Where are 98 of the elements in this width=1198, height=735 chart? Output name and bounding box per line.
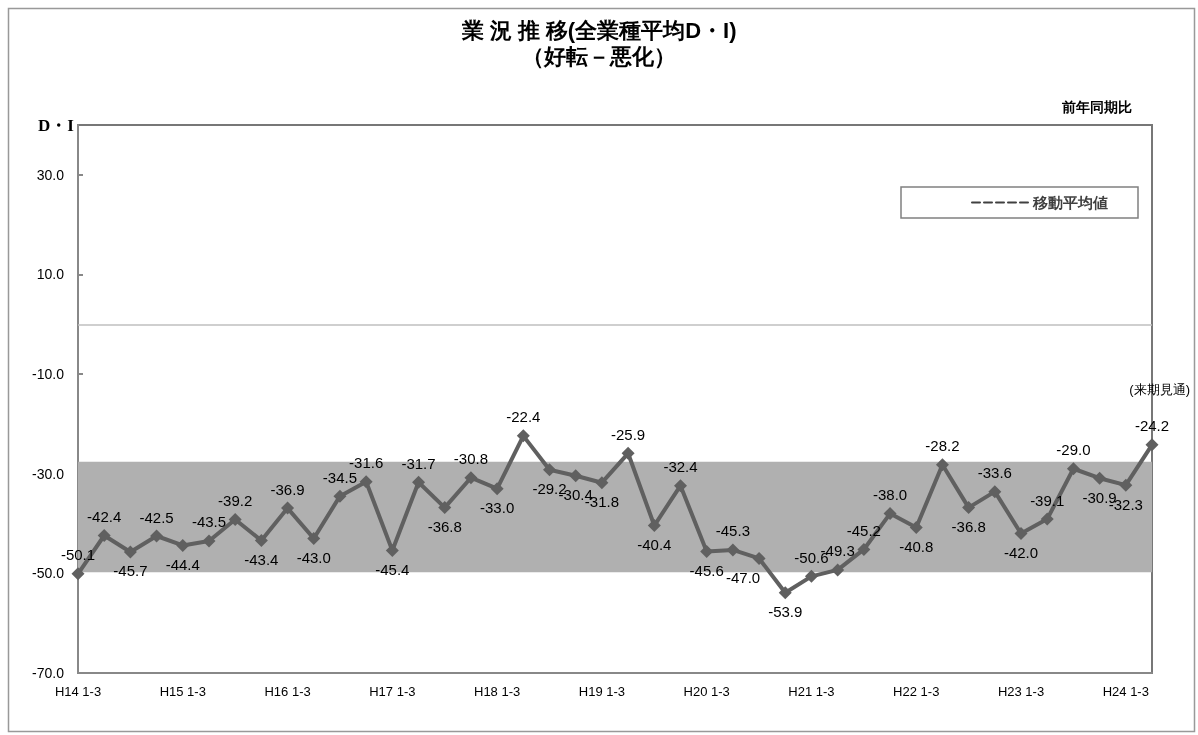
point <box>857 542 871 556</box>
y-axis-title: D・I <box>38 116 75 135</box>
point <box>490 482 504 496</box>
data-label: -31.7 <box>401 454 436 472</box>
point <box>909 521 923 535</box>
data-label: -40.8 <box>899 538 934 556</box>
point <box>883 507 897 521</box>
x-tick-label: H22 1-3 <box>893 684 940 699</box>
point <box>228 513 242 527</box>
point <box>1040 512 1054 526</box>
point <box>150 529 164 543</box>
point <box>307 531 321 545</box>
data-label: -24.2 <box>1134 417 1170 435</box>
data-label: -45.2 <box>846 521 881 539</box>
x-tick-label: H15 1-3 <box>159 684 206 699</box>
point <box>97 529 111 542</box>
point <box>176 538 190 552</box>
point <box>438 501 452 515</box>
y-tick-label: -10.0 <box>32 366 65 383</box>
data-label: -38.0 <box>872 486 908 504</box>
point <box>254 533 268 547</box>
legend-label: 移動平均値 <box>1032 194 1108 211</box>
data-label: -39.1 <box>1030 491 1065 509</box>
point <box>359 475 373 489</box>
x-tick-label: H24 1-3 <box>1102 684 1149 699</box>
y-tick-label: -50.0 <box>32 565 65 582</box>
point <box>202 534 216 548</box>
x-tick-label: H23 1-3 <box>997 684 1045 699</box>
point <box>1014 527 1028 541</box>
point <box>988 485 1002 499</box>
point <box>1066 462 1080 476</box>
data-label: -25.9 <box>611 425 646 443</box>
data-label: -45.7 <box>113 562 148 580</box>
data-label: -45.4 <box>375 560 410 578</box>
point <box>412 475 426 489</box>
data-label: -42.4 <box>87 508 122 525</box>
data-label: -42.5 <box>139 508 174 526</box>
x-tick-label: H18 1-3 <box>474 684 521 699</box>
point <box>1145 438 1159 452</box>
point <box>778 586 792 600</box>
point <box>831 563 845 577</box>
y-tick-label: -70.0 <box>32 665 65 681</box>
data-label: -44.4 <box>165 555 200 573</box>
data-label: -42.0 <box>1003 544 1039 562</box>
point <box>385 543 399 557</box>
data-label: -43.4 <box>244 550 279 568</box>
data-label: -47.0 <box>725 568 761 586</box>
annotation: (来期見通) <box>1129 382 1191 397</box>
point <box>281 501 295 515</box>
y-tick-label: 10.0 <box>36 266 65 283</box>
data-label: -30.8 <box>453 450 489 468</box>
data-label: -40.4 <box>637 536 672 554</box>
data-label: -29.0 <box>1056 441 1091 459</box>
chart-subtitle: （好転－悪化） <box>522 43 676 69</box>
data-label: -43.5 <box>191 513 227 531</box>
y-tick-label: 30.0 <box>36 166 65 183</box>
point <box>516 429 530 443</box>
x-tick-label: H20 1-3 <box>683 684 730 699</box>
point <box>804 569 818 583</box>
data-label: -53.9 <box>768 603 803 621</box>
x-tick-label: H17 1-3 <box>369 684 416 699</box>
point <box>935 458 949 472</box>
data-label: -39.2 <box>218 492 253 510</box>
point <box>1119 478 1133 492</box>
data-label: -43.0 <box>296 548 331 566</box>
data-label: -36.8 <box>951 518 986 536</box>
data-label: -45.6 <box>689 561 724 579</box>
x-tick-label: H19 1-3 <box>578 684 626 699</box>
data-label: -22.4 <box>506 408 541 426</box>
data-label: -33.0 <box>480 499 515 517</box>
point <box>71 567 85 581</box>
point <box>647 519 661 533</box>
y-tick-label: -30.0 <box>32 465 65 482</box>
point <box>333 489 347 503</box>
point <box>543 463 557 477</box>
data-label: -50.1 <box>60 546 96 564</box>
data-label: -36.8 <box>427 518 462 536</box>
data-label: -45.3 <box>715 522 750 540</box>
point <box>123 545 137 559</box>
data-label: -33.6 <box>977 464 1012 482</box>
point <box>752 551 766 565</box>
point <box>673 479 687 493</box>
point <box>621 446 635 460</box>
point <box>569 469 583 483</box>
data-label: -32.4 <box>663 458 698 476</box>
data-label: -28.2 <box>925 437 960 455</box>
x-tick-label: H16 1-3 <box>264 684 311 699</box>
point <box>464 471 478 485</box>
x-tick-label: H14 1-3 <box>54 684 102 699</box>
point <box>962 501 976 515</box>
point <box>700 544 714 558</box>
text: 前年同期比 <box>1061 99 1132 115</box>
x-tick-label: H21 1-3 <box>788 684 835 699</box>
data-label: -36.9 <box>270 480 305 498</box>
point <box>595 476 609 490</box>
point <box>1093 471 1107 485</box>
chart-title: 業 況 推 移(全業種平均D・I) <box>460 17 737 43</box>
point <box>726 543 740 557</box>
